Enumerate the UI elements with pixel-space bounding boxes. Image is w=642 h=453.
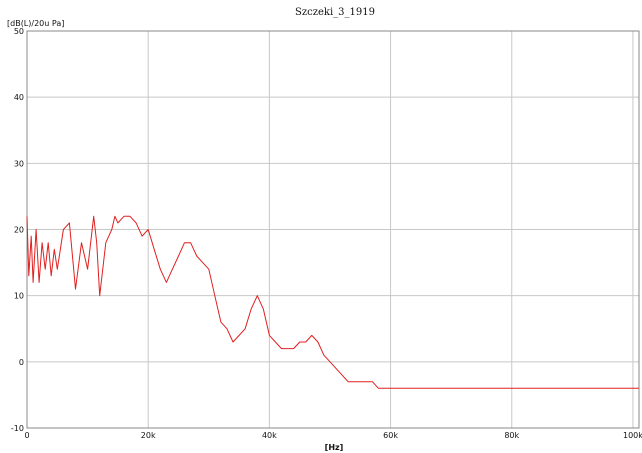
y-tick-label: 10 [14, 292, 24, 301]
x-tick-label: 100k [623, 431, 642, 440]
y-tick-label: 20 [14, 226, 24, 235]
y-tick-label: 50 [14, 27, 24, 36]
x-axis-label: [Hz] [325, 443, 344, 452]
spectrum-series-line [26, 215, 639, 389]
y-axis-label: [dB(L)/20u Pa] [7, 19, 64, 28]
grid [26, 30, 639, 429]
y-tick-label: -10 [11, 424, 24, 433]
y-tick-label: 40 [14, 93, 24, 102]
chart-title: Szczeki_3_1919 [295, 7, 375, 18]
y-tick-label: 30 [14, 159, 24, 168]
x-tick-label: 0 [24, 431, 29, 440]
x-tick-label: 60k [383, 431, 398, 440]
x-tick-label: 80k [504, 431, 519, 440]
y-tick-label: 0 [19, 358, 24, 367]
x-tick-label: 20k [141, 431, 156, 440]
x-tick-label: 40k [262, 431, 277, 440]
